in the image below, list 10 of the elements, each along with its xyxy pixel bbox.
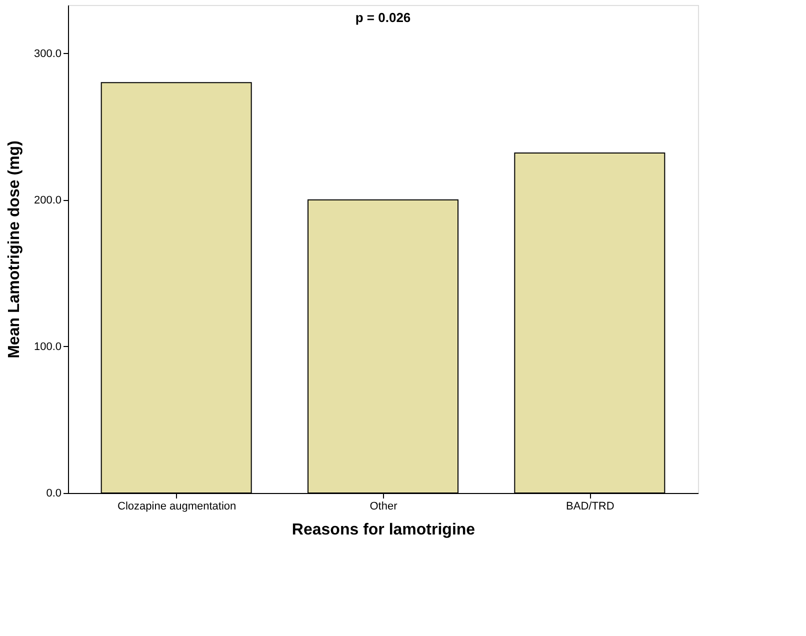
- y-tick-label: 100.0: [34, 340, 62, 353]
- x-tick-label: Other: [370, 500, 398, 512]
- y-tick-label: 0.0: [46, 488, 62, 500]
- y-tick-label: 300.0: [34, 48, 62, 60]
- x-axis-title: Reasons for lamotrigine: [292, 522, 476, 538]
- chart-title: p = 0.026: [355, 10, 411, 25]
- x-tick-label: BAD/TRD: [566, 500, 614, 512]
- y-tick-label: 200.0: [34, 194, 62, 206]
- y-axis-title: Mean Lamotrigine dose (mg): [6, 140, 23, 358]
- x-tick-label: Clozapine augmentation: [118, 500, 236, 512]
